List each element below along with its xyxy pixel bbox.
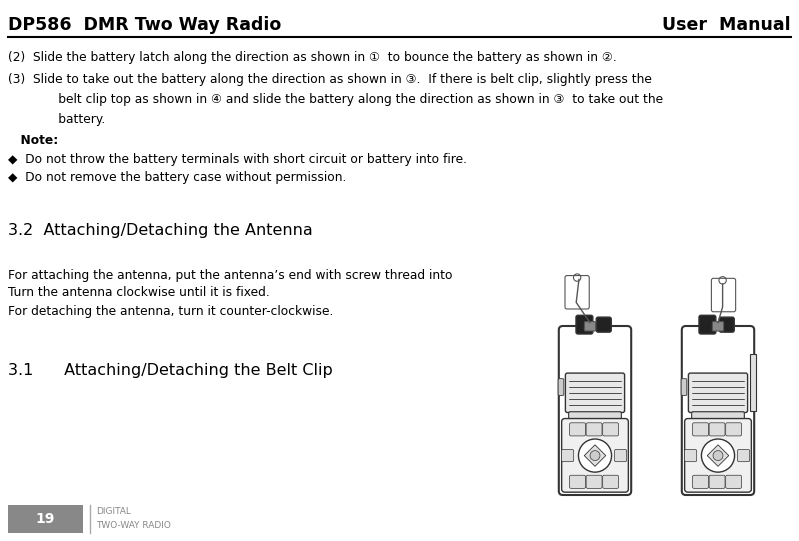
Text: Turn the antenna clockwise until it is fixed.: Turn the antenna clockwise until it is f… — [8, 287, 270, 300]
Text: 3.2  Attaching/Detaching the Antenna: 3.2 Attaching/Detaching the Antenna — [8, 222, 312, 237]
FancyBboxPatch shape — [711, 278, 736, 312]
Text: 19: 19 — [35, 512, 54, 526]
Text: ◆  Do not throw the battery terminals with short circuit or battery into fire.: ◆ Do not throw the battery terminals wit… — [8, 154, 467, 167]
FancyBboxPatch shape — [602, 475, 618, 489]
Text: For detaching the antenna, turn it counter-clockwise.: For detaching the antenna, turn it count… — [8, 305, 333, 318]
FancyBboxPatch shape — [586, 423, 602, 436]
FancyBboxPatch shape — [559, 379, 564, 395]
Circle shape — [702, 439, 734, 472]
FancyBboxPatch shape — [562, 419, 628, 492]
FancyBboxPatch shape — [699, 315, 716, 334]
FancyBboxPatch shape — [725, 475, 741, 489]
Text: DP586  DMR Two Way Radio: DP586 DMR Two Way Radio — [8, 16, 281, 34]
FancyBboxPatch shape — [565, 275, 589, 309]
FancyBboxPatch shape — [562, 450, 574, 461]
FancyBboxPatch shape — [564, 426, 626, 465]
FancyBboxPatch shape — [614, 450, 626, 461]
Text: ◆  Do not remove the battery case without permission.: ◆ Do not remove the battery case without… — [8, 171, 347, 184]
FancyBboxPatch shape — [689, 373, 748, 412]
Text: For attaching the antenna, put the antenna’s end with screw thread into: For attaching the antenna, put the anten… — [8, 268, 452, 281]
Text: User  Manual: User Manual — [662, 16, 791, 34]
Bar — [8, 505, 83, 533]
FancyBboxPatch shape — [710, 423, 725, 436]
FancyBboxPatch shape — [685, 419, 751, 492]
Text: battery.: battery. — [35, 114, 105, 127]
Text: (3)  Slide to take out the battery along the direction as shown in ③.  If there : (3) Slide to take out the battery along … — [8, 74, 652, 87]
FancyBboxPatch shape — [602, 423, 618, 436]
FancyBboxPatch shape — [586, 475, 602, 489]
FancyBboxPatch shape — [570, 475, 586, 489]
Polygon shape — [584, 445, 606, 466]
Text: DIGITAL: DIGITAL — [96, 506, 131, 516]
FancyBboxPatch shape — [569, 412, 622, 427]
FancyBboxPatch shape — [566, 373, 625, 412]
Circle shape — [590, 451, 600, 460]
FancyBboxPatch shape — [596, 317, 611, 332]
Text: (2)  Slide the battery latch along the direction as shown in ①  to bounce the ba: (2) Slide the battery latch along the di… — [8, 51, 617, 64]
FancyBboxPatch shape — [693, 423, 709, 436]
FancyBboxPatch shape — [692, 412, 745, 427]
Text: belt clip top as shown in ④ and slide the battery along the direction as shown i: belt clip top as shown in ④ and slide th… — [35, 94, 663, 107]
Text: 3.1      Attaching/Detaching the Belt Clip: 3.1 Attaching/Detaching the Belt Clip — [8, 362, 332, 378]
FancyBboxPatch shape — [681, 379, 687, 395]
FancyBboxPatch shape — [719, 317, 734, 332]
FancyBboxPatch shape — [725, 423, 741, 436]
FancyBboxPatch shape — [559, 326, 631, 495]
FancyBboxPatch shape — [685, 450, 697, 461]
Text: TWO-WAY RADIO: TWO-WAY RADIO — [96, 520, 171, 530]
FancyBboxPatch shape — [576, 315, 593, 334]
Circle shape — [578, 439, 611, 472]
FancyBboxPatch shape — [710, 475, 725, 489]
FancyBboxPatch shape — [693, 475, 709, 489]
Circle shape — [713, 451, 723, 460]
FancyBboxPatch shape — [687, 426, 749, 465]
FancyBboxPatch shape — [682, 326, 754, 495]
FancyBboxPatch shape — [584, 322, 595, 331]
FancyBboxPatch shape — [713, 322, 724, 331]
FancyBboxPatch shape — [570, 423, 586, 436]
FancyBboxPatch shape — [750, 354, 756, 411]
Text: Note:: Note: — [12, 134, 58, 147]
Polygon shape — [707, 445, 729, 466]
FancyBboxPatch shape — [737, 450, 749, 461]
